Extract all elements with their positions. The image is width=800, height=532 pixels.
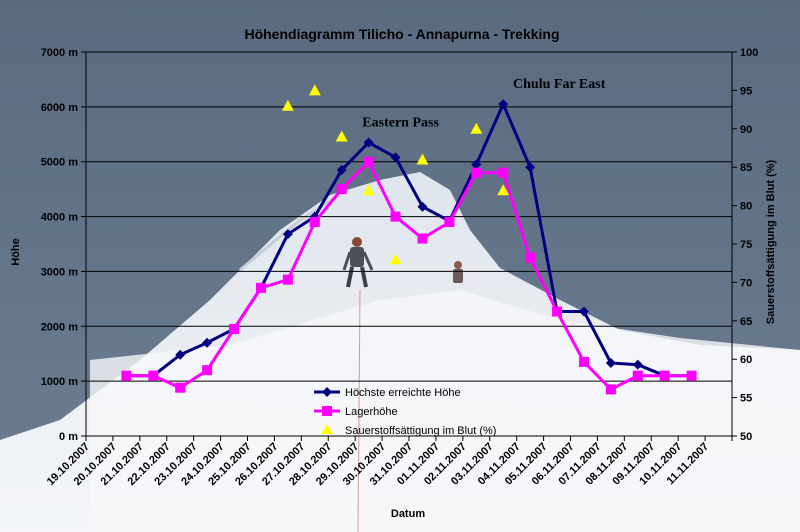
- triangle-point: [308, 84, 321, 96]
- triangle-point: [362, 184, 375, 196]
- square-point: [632, 370, 643, 381]
- series-2: [281, 84, 510, 265]
- y2-tick-label: 90: [740, 124, 752, 136]
- rope-line: [357, 289, 361, 532]
- snow-ridge-shadow: [239, 193, 341, 272]
- y-tick-label: 3000 m: [41, 266, 79, 278]
- diamond-point: [605, 358, 616, 369]
- y-axis-title: Höhe: [10, 238, 22, 266]
- annotation-eastern-pass: Eastern Pass: [362, 116, 439, 131]
- square-point: [498, 167, 509, 178]
- diamond-point: [632, 359, 643, 370]
- square-point: [417, 233, 428, 244]
- y-tick-label: 4000 m: [41, 212, 79, 224]
- diamond-point: [363, 137, 374, 148]
- y2-tick-label: 75: [740, 239, 752, 251]
- y2-tick-label: 80: [740, 201, 752, 213]
- y2-tick-label: 70: [740, 277, 752, 289]
- y2-axis-title: Sauerstoffsättigung im Blut (%): [765, 159, 777, 324]
- series-line: [126, 160, 692, 391]
- y2-tick-label: 95: [740, 85, 752, 97]
- y2-tick-label: 55: [740, 393, 752, 405]
- square-point: [659, 370, 670, 381]
- square-point: [390, 211, 401, 222]
- legend: Höchste erreichte Höhe Lagerhöhe Sauerst…: [314, 387, 496, 437]
- y-tick-label: 1000 m: [41, 376, 79, 388]
- square-point: [605, 384, 616, 395]
- triangle-point: [416, 153, 429, 165]
- diamond-point: [471, 159, 482, 170]
- legend-item-oxygen: Sauerstoffsättigung im Blut (%): [321, 424, 496, 437]
- legend-item-camp: Lagerhöhe: [314, 406, 398, 418]
- y-tick-label: 5000 m: [41, 157, 79, 169]
- legend-label-oxygen: Sauerstoffsättigung im Blut (%): [345, 425, 496, 437]
- diamond-point: [336, 164, 347, 175]
- square-point: [444, 217, 455, 228]
- square-point: [309, 217, 320, 228]
- triangle-point: [281, 99, 294, 111]
- triangle-point: [389, 253, 402, 265]
- x-axis-title: Datum: [391, 508, 425, 520]
- diamond-point: [282, 229, 293, 240]
- legend-label-highest: Höchste erreichte Höhe: [345, 387, 461, 399]
- square-point: [336, 184, 347, 195]
- y2-tick-label: 100: [740, 47, 758, 59]
- square-point: [471, 167, 482, 178]
- y-tick-label: 6000 m: [41, 102, 79, 114]
- y-tick-label: 2000 m: [41, 321, 79, 333]
- diamond-point: [417, 201, 428, 212]
- series-1: [121, 156, 697, 395]
- diamond-point: [578, 306, 589, 317]
- y-tick-label: 7000 m: [41, 47, 79, 59]
- legend-label-camp: Lagerhöhe: [345, 406, 398, 418]
- square-point: [148, 370, 159, 381]
- diamond-point: [175, 349, 186, 360]
- square-point: [175, 382, 186, 393]
- square-point: [255, 282, 266, 293]
- square-marker-icon: [322, 406, 332, 416]
- square-point: [578, 356, 589, 367]
- square-point: [525, 252, 536, 263]
- chart-title: Höhendiagramm Tilicho - Annapurna - Trek…: [244, 26, 559, 42]
- square-point: [121, 370, 132, 381]
- snow-foreground: [90, 290, 800, 532]
- square-point: [202, 365, 213, 376]
- square-point: [552, 306, 563, 317]
- square-point: [282, 274, 293, 285]
- diamond-point: [498, 99, 509, 110]
- square-point: [229, 324, 240, 335]
- diamond-point: [202, 337, 213, 348]
- y-tick-label: 0 m: [59, 431, 78, 443]
- diamond-point: [525, 162, 536, 173]
- y2-tick-label: 60: [740, 354, 752, 366]
- square-point: [363, 156, 374, 167]
- diamond-marker-icon: [322, 387, 332, 397]
- series-layer: [121, 84, 697, 395]
- grid-lines: [86, 51, 732, 382]
- second-climber-figure: [453, 261, 463, 283]
- triangle-point: [335, 130, 348, 142]
- square-point: [686, 370, 697, 381]
- y2-tick-label: 65: [740, 316, 752, 328]
- y2-tick-label: 85: [740, 162, 752, 174]
- annotation-chulu-far-east: Chulu Far East: [513, 77, 606, 92]
- climber-figure: [342, 237, 374, 288]
- y2-tick-label: 50: [740, 431, 752, 443]
- triangle-point: [497, 184, 510, 196]
- series-line: [126, 102, 692, 378]
- legend-item-highest: Höchste erreichte Höhe: [314, 387, 461, 399]
- triangle-point: [470, 122, 483, 134]
- diamond-point: [390, 152, 401, 163]
- triangle-marker-icon: [321, 424, 333, 434]
